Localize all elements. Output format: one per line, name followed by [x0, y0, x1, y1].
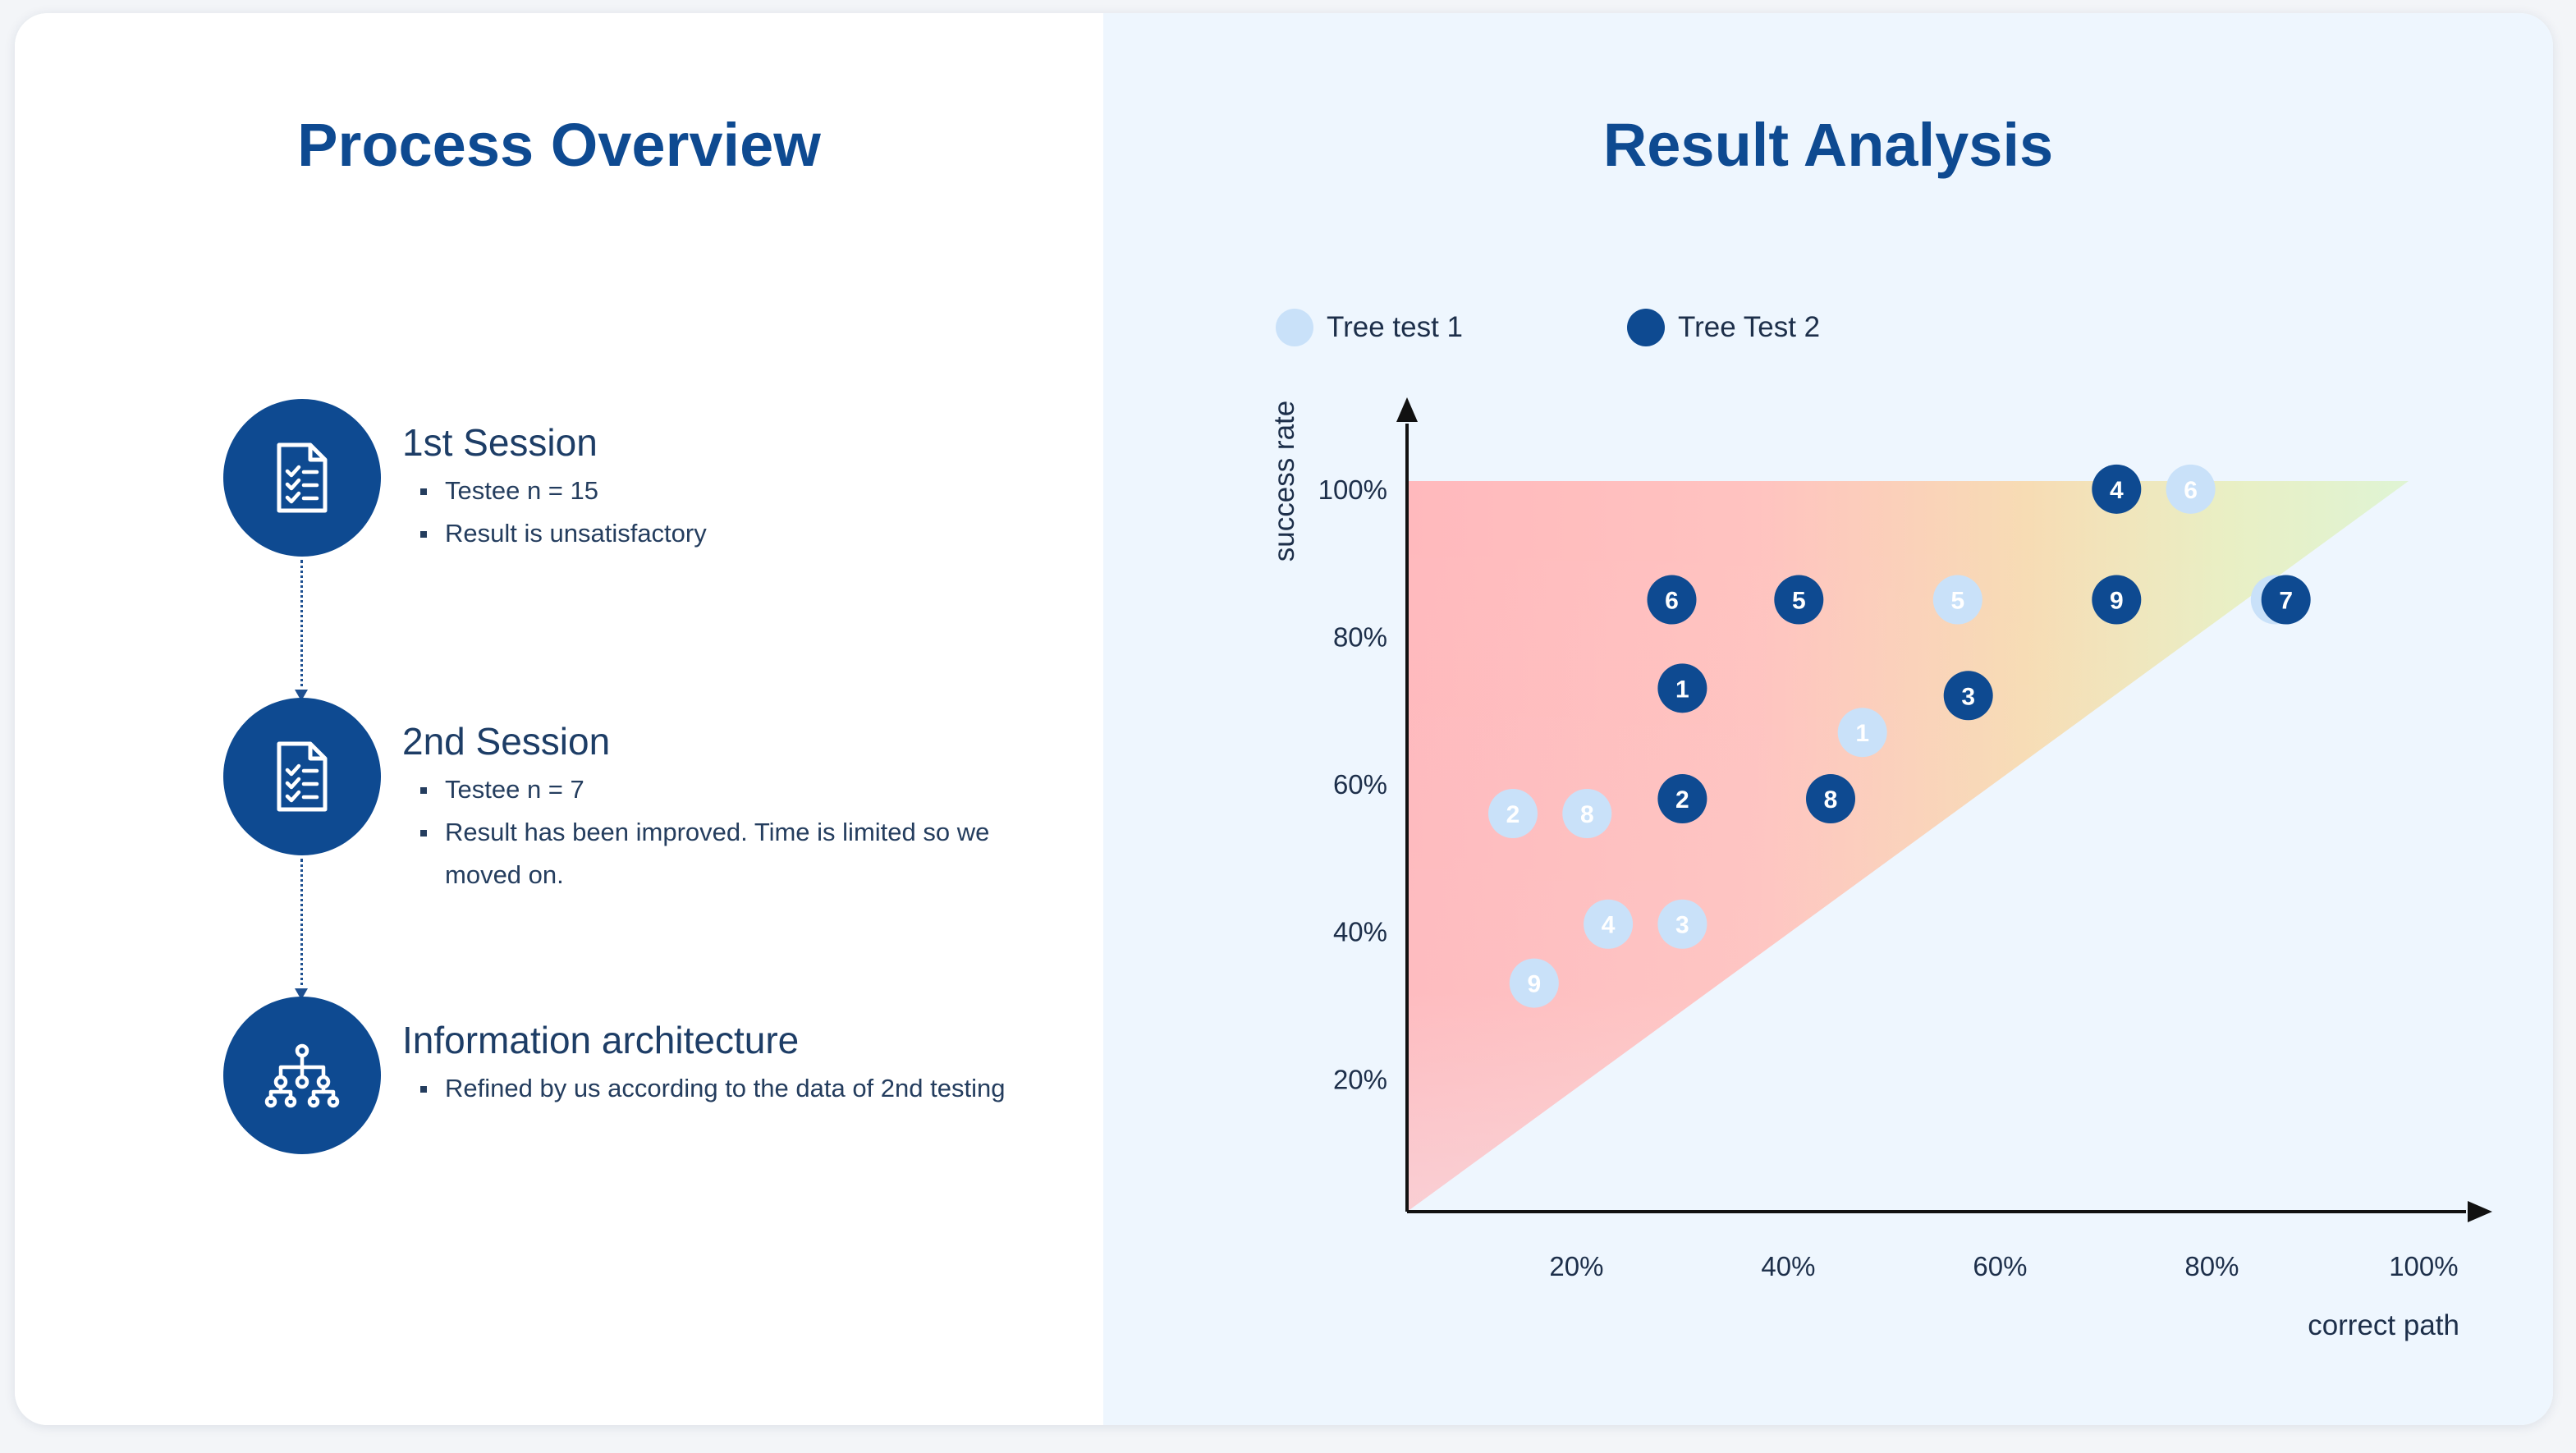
legend-swatch	[1627, 309, 1665, 346]
chart-axes	[1396, 397, 2492, 1222]
data-point-label: 4	[2110, 477, 2124, 504]
performance-zone-fade	[1407, 481, 2409, 1212]
step-bullets: Testee n = 15 Result is unsatisfactory	[402, 470, 1026, 555]
data-point	[1806, 774, 1855, 824]
data-point	[1774, 575, 1824, 625]
data-point-label: 2	[1675, 786, 1689, 814]
data-point-label: 3	[1961, 683, 1975, 710]
data-point-label: 4	[1602, 912, 1616, 939]
data-point	[1837, 708, 1887, 758]
data-point-label: 8	[1824, 786, 1838, 814]
data-point	[1647, 575, 1697, 625]
data-point-label: 2	[1506, 801, 1520, 828]
connector-line	[300, 560, 303, 693]
x-axis-arrow-icon	[2468, 1201, 2492, 1222]
y-tick-label: 40%	[1333, 917, 1387, 947]
data-point-label: 5	[1792, 588, 1806, 615]
process-overview-panel: Process Overview 1st Session Testee n = …	[15, 13, 1103, 1425]
data-point	[2166, 464, 2216, 514]
data-point-label: 1	[1675, 676, 1689, 703]
data-point-label: 7	[2279, 588, 2293, 615]
data-point	[2261, 575, 2311, 625]
bullet-item: Result has been improved. Time is limite…	[402, 811, 1026, 896]
process-overview-title: Process Overview	[297, 111, 821, 179]
y-tick-label: 100%	[1318, 474, 1387, 505]
result-analysis-title: Result Analysis	[1602, 111, 2054, 179]
bullet-item: Result is unsatisfactory	[402, 512, 1026, 555]
data-point	[2092, 575, 2142, 625]
scatter-chart: 20% 40% 60% 80% 100% 20% 40% 60% 80% 100% correc…	[1268, 397, 2492, 1341]
result-analysis-panel: Result Analysis Tree test 1 Tree Test 2	[1103, 13, 2553, 1425]
bullet-item: Testee n = 7	[402, 768, 1026, 811]
legend-swatch	[1276, 309, 1313, 346]
data-point-label: 9	[2110, 588, 2124, 615]
step-title: 2nd Session	[402, 720, 611, 763]
data-point	[1584, 899, 1634, 949]
x-axis-title: correct path	[2308, 1309, 2459, 1341]
y-axis-arrow-icon	[1396, 397, 1418, 422]
data-point	[1657, 663, 1707, 713]
data-point	[1657, 774, 1707, 824]
slide-card: Process Overview 1st Session Testee n = …	[15, 13, 2553, 1425]
data-point	[1932, 575, 1982, 625]
data-point-label: 8	[1580, 801, 1594, 828]
y-tick-label: 60%	[1333, 769, 1387, 800]
data-point	[2092, 464, 2142, 514]
x-tick-label: 100%	[2389, 1251, 2458, 1281]
sitemap-hierarchy-icon	[223, 997, 381, 1154]
x-tick-label: 20%	[1549, 1251, 1603, 1281]
bullet-item: Testee n = 15	[402, 470, 1026, 512]
connector-line	[300, 859, 303, 992]
data-point	[1509, 958, 1559, 1008]
clipboard-checklist-icon	[223, 698, 381, 855]
legend-label: Tree test 1	[1327, 311, 1463, 343]
data-point-label: 5	[1950, 588, 1964, 615]
step-title: Information architecture	[402, 1019, 800, 1061]
step-bullets: Testee n = 7 Result has been improved. T…	[402, 768, 1026, 896]
x-tick-label: 80%	[2184, 1251, 2239, 1281]
data-point-label: 3	[1675, 912, 1689, 939]
data-point	[1562, 789, 1612, 838]
step-bullets: Refined by us according to the data of 2…	[402, 1067, 1026, 1110]
data-point	[1657, 899, 1707, 949]
data-point-label: 6	[2184, 477, 2198, 504]
y-axis-title: success rate	[1268, 401, 1300, 561]
data-point-label: 9	[1527, 971, 1541, 998]
data-point-label: 6	[1665, 588, 1679, 615]
legend-item-tree-test-1: Tree test 1	[1276, 309, 1463, 346]
data-point-label: 1	[1855, 720, 1869, 747]
y-tick-label: 20%	[1333, 1064, 1387, 1094]
bullet-item: Refined by us according to the data of 2…	[402, 1067, 1026, 1110]
data-point	[1943, 671, 1993, 721]
x-tick-label: 60%	[1973, 1251, 2027, 1281]
y-tick-label: 80%	[1333, 621, 1387, 652]
legend-label: Tree Test 2	[1678, 311, 1821, 343]
step-title: 1st Session	[402, 421, 598, 464]
data-point	[1488, 789, 1538, 838]
clipboard-checklist-icon	[223, 399, 381, 557]
x-tick-label: 40%	[1761, 1251, 1815, 1281]
legend-item-tree-test-2: Tree Test 2	[1627, 309, 1820, 346]
